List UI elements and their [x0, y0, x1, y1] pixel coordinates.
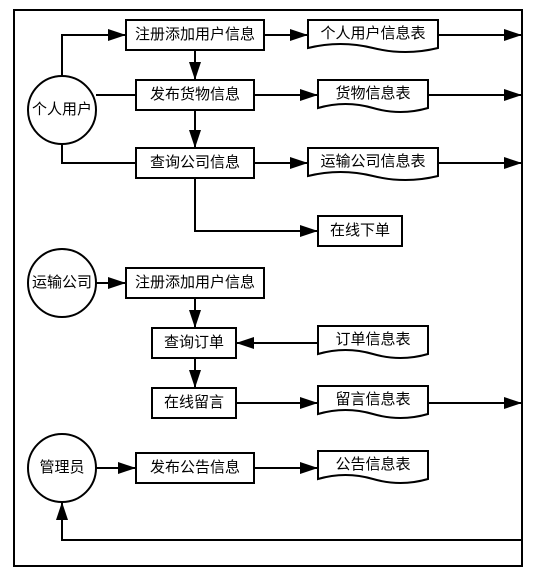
process-label-online-msg: 在线留言	[164, 394, 224, 411]
document-label-msg-info-tbl: 留言信息表	[335, 391, 410, 408]
document-label-notice-info-tbl: 公告信息表	[335, 456, 410, 473]
process-label-query-company: 查询公司信息	[150, 154, 240, 171]
document-label-user-info-tbl: 个人用户信息表	[320, 25, 425, 42]
process-label-reg-user-1: 注册添加用户信息	[135, 26, 255, 43]
edge-personal-user-query-company	[62, 144, 136, 163]
actor-label-admin: 管理员	[39, 459, 84, 476]
document-label-company-info-tbl: 运输公司信息表	[320, 153, 425, 170]
edge-query-company-online-order	[195, 178, 318, 231]
edge-personal-user-reg-user-1	[62, 35, 126, 76]
document-label-order-info-tbl: 订单信息表	[335, 331, 410, 348]
process-label-query-order: 查询订单	[164, 334, 224, 351]
actor-label-transport-co: 运输公司	[32, 274, 92, 291]
flowchart-canvas: 个人用户运输公司管理员注册添加用户信息发布货物信息查询公司信息在线下单注册添加用…	[0, 0, 536, 576]
process-label-pub-goods: 发布货物信息	[150, 86, 240, 103]
document-label-goods-info-tbl: 货物信息表	[335, 85, 410, 102]
actor-label-personal-user: 个人用户	[32, 101, 92, 118]
process-label-pub-notice: 发布公告信息	[150, 459, 240, 476]
process-label-reg-user-2: 注册添加用户信息	[135, 274, 255, 291]
process-label-online-order: 在线下单	[330, 222, 390, 239]
